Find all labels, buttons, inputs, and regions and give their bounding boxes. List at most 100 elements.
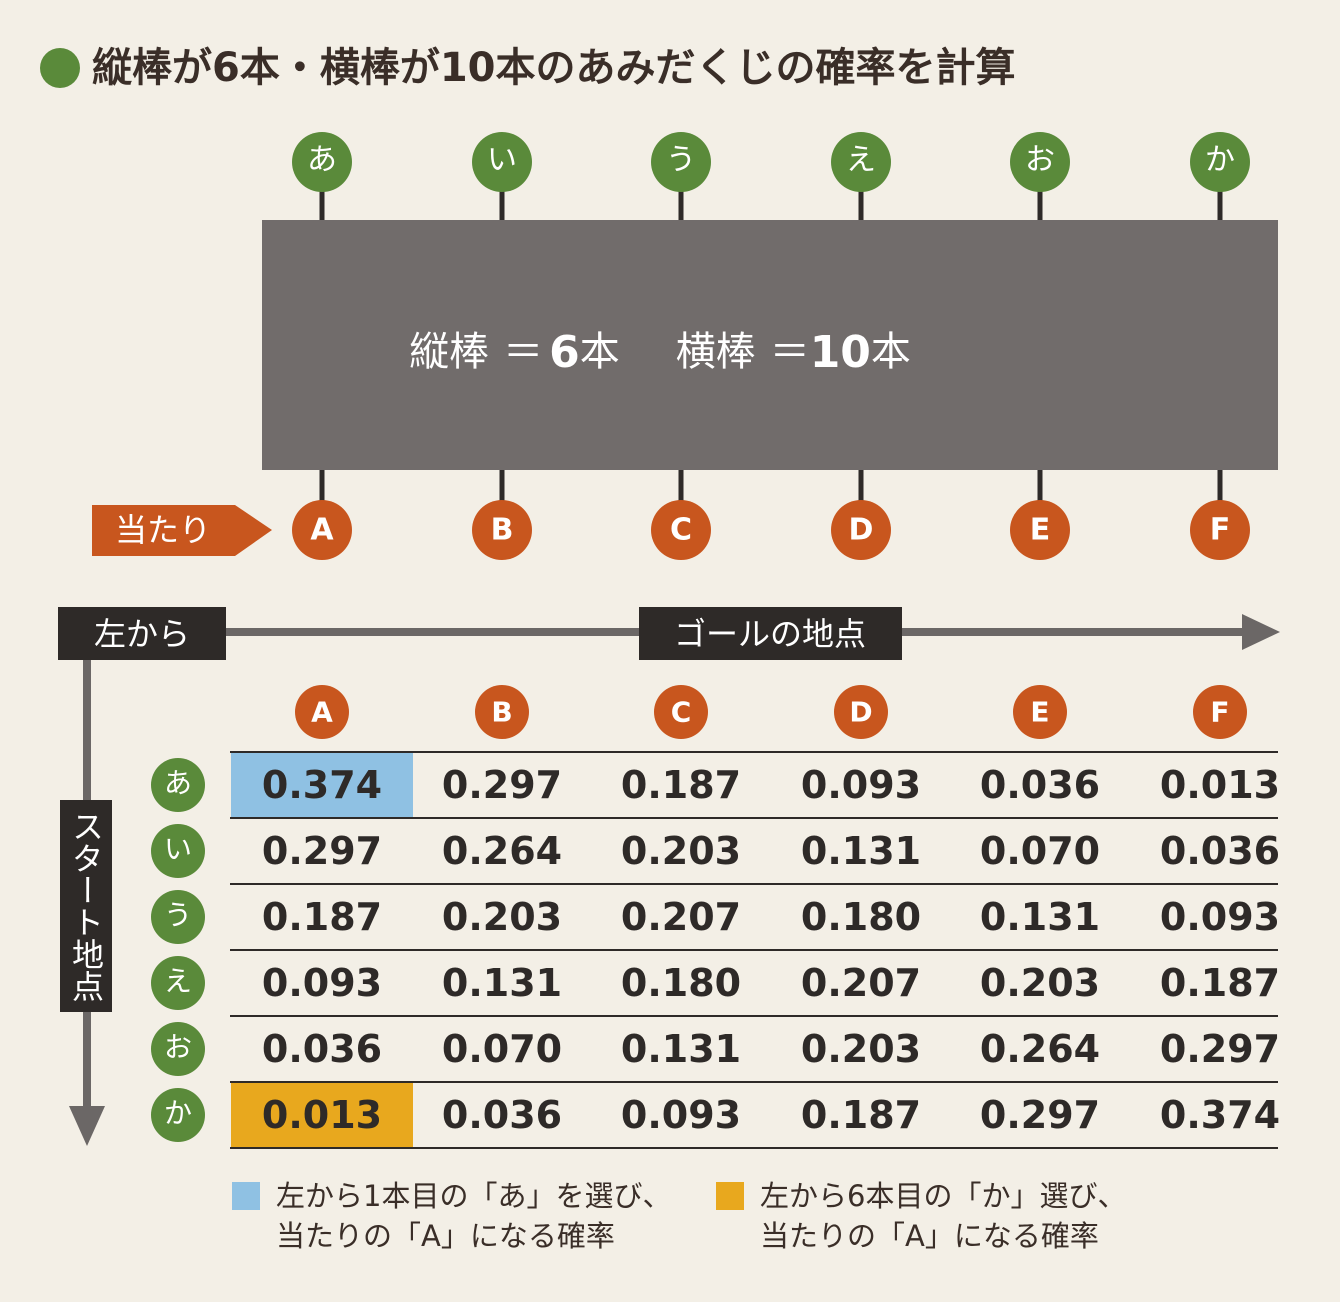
row-circle xyxy=(151,956,205,1010)
goal-circle xyxy=(292,500,352,560)
legend-text: 左から6本目の「か」選び、 xyxy=(760,1179,1126,1213)
row-header: か xyxy=(164,1097,192,1130)
column-circle xyxy=(475,685,529,739)
table-cell: 0.180 xyxy=(621,961,741,1005)
row-header: い xyxy=(164,833,192,866)
start-label: か xyxy=(1205,143,1235,178)
x-arrowhead xyxy=(1242,614,1280,650)
table-cell: 0.297 xyxy=(262,829,382,873)
column-circle xyxy=(654,685,708,739)
goal-circle xyxy=(651,500,711,560)
table-cell: 0.187 xyxy=(801,1093,921,1137)
box-part: 6 xyxy=(549,327,580,378)
start-label: え xyxy=(846,143,876,178)
column-header: A xyxy=(311,696,333,729)
hit-label: 当たり xyxy=(115,511,211,549)
table-cell: 0.013 xyxy=(1160,763,1280,807)
x-title: ゴールの地点 xyxy=(674,615,866,653)
title-bullet xyxy=(40,48,80,88)
table-cell: 0.203 xyxy=(980,961,1100,1005)
goal-label: A xyxy=(310,513,334,548)
start-circle xyxy=(472,132,532,192)
table-cell: 0.036 xyxy=(1160,829,1280,873)
start-label: い xyxy=(487,143,517,178)
table-cell: 0.264 xyxy=(442,829,562,873)
column-circle xyxy=(1013,685,1067,739)
column-circle xyxy=(1193,685,1247,739)
table-cell: 0.036 xyxy=(262,1027,382,1071)
highlight-cell xyxy=(231,753,413,817)
column-header: B xyxy=(491,696,512,729)
box-part: 10 xyxy=(810,327,871,378)
x-title-box xyxy=(639,607,902,660)
table-cell: 0.203 xyxy=(442,895,562,939)
goal-label: C xyxy=(670,513,692,548)
goal-label: F xyxy=(1210,513,1231,548)
goal-label: D xyxy=(849,513,874,548)
column-header: C xyxy=(671,696,692,729)
row-circle xyxy=(151,1088,205,1142)
box-part: 本 xyxy=(871,329,911,375)
table-cell: 0.187 xyxy=(621,763,741,807)
legend-text: 当たりの「A」になる確率 xyxy=(760,1219,1099,1253)
hit-tag xyxy=(92,505,272,556)
row-header: う xyxy=(164,899,192,932)
table-cell: 0.264 xyxy=(980,1027,1100,1071)
x-start-label: 左から xyxy=(94,615,190,653)
amida-box xyxy=(262,220,1278,470)
table-cell: 0.093 xyxy=(262,961,382,1005)
table-cell: 0.131 xyxy=(442,961,562,1005)
table-cell: 0.036 xyxy=(980,763,1100,807)
legend-text: 左から1本目の「あ」を選び、 xyxy=(276,1179,671,1213)
row-header: え xyxy=(164,965,192,998)
x-start-box xyxy=(58,607,226,660)
legend-swatch xyxy=(232,1182,260,1210)
goal-circle xyxy=(831,500,891,560)
box-part: 本 xyxy=(580,329,620,375)
table-cell: 0.297 xyxy=(980,1093,1100,1137)
start-label: お xyxy=(1025,143,1055,178)
table-cell: 0.187 xyxy=(262,895,382,939)
table-cell: 0.036 xyxy=(442,1093,562,1137)
start-circle xyxy=(1010,132,1070,192)
row-header: お xyxy=(164,1031,192,1064)
table-cell: 0.203 xyxy=(801,1027,921,1071)
start-circle xyxy=(292,132,352,192)
table-cell: 0.093 xyxy=(621,1093,741,1137)
column-header: F xyxy=(1210,696,1229,729)
title: 縦棒が6本・横棒が10本のあみだくじの確率を計算 xyxy=(92,45,1016,91)
column-circle xyxy=(834,685,888,739)
table-cell: 0.131 xyxy=(621,1027,741,1071)
row-header: あ xyxy=(164,767,192,800)
table-cell: 0.374 xyxy=(1160,1093,1280,1137)
start-circle xyxy=(1190,132,1250,192)
row-circle xyxy=(151,890,205,944)
table-cell: 0.093 xyxy=(1160,895,1280,939)
start-label: う xyxy=(666,143,696,178)
column-header: E xyxy=(1030,696,1049,729)
box-part: 横棒 xyxy=(676,329,756,375)
legend-text: 当たりの「A」になる確率 xyxy=(276,1219,615,1253)
table-cell: 0.070 xyxy=(442,1027,562,1071)
table-cell: 0.093 xyxy=(801,763,921,807)
row-circle xyxy=(151,824,205,878)
goal-circle xyxy=(472,500,532,560)
column-circle xyxy=(295,685,349,739)
table-cell: 0.207 xyxy=(621,895,741,939)
legend-swatch xyxy=(716,1182,744,1210)
y-title-box xyxy=(60,800,112,1012)
start-label: あ xyxy=(307,143,337,178)
box-part: ＝ xyxy=(503,329,543,375)
table-cell: 0.187 xyxy=(1160,961,1280,1005)
table-cell: 0.207 xyxy=(801,961,921,1005)
highlight-cell xyxy=(231,1083,413,1147)
column-header: D xyxy=(849,696,872,729)
box-text: 縦棒＝ 6本 横棒 ＝10本 xyxy=(409,327,911,378)
start-circle xyxy=(831,132,891,192)
box-part: 縦棒 xyxy=(409,329,489,375)
goal-circle xyxy=(1190,500,1250,560)
y-arrowhead xyxy=(69,1106,105,1146)
table-cell: 0.203 xyxy=(621,829,741,873)
table-cell: 0.297 xyxy=(1160,1027,1280,1071)
